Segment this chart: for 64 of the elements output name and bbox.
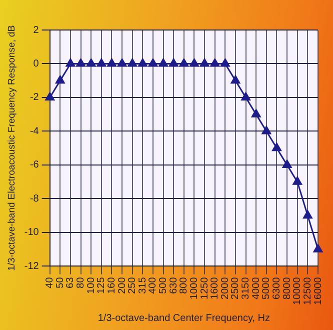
x-tick-label: 200 bbox=[116, 276, 128, 294]
x-tick-label: 800 bbox=[178, 276, 190, 294]
point bbox=[200, 58, 210, 67]
point bbox=[45, 92, 54, 100]
point bbox=[190, 58, 199, 67]
point bbox=[292, 176, 302, 185]
y-tick-label: 2 bbox=[33, 24, 40, 36]
x-tick-label: 6300 bbox=[271, 276, 282, 300]
y-tick-label: -6 bbox=[30, 160, 40, 171]
point bbox=[66, 58, 76, 67]
y-tick-label: -8 bbox=[30, 193, 40, 204]
y-tick-label: -4 bbox=[30, 126, 40, 137]
x-tick-label: 2500 bbox=[230, 276, 242, 300]
x-tick-label: 16000 bbox=[312, 276, 324, 306]
point bbox=[282, 160, 292, 168]
point bbox=[168, 58, 178, 67]
point bbox=[179, 58, 189, 67]
point bbox=[303, 210, 312, 219]
x-tick-label: 63 bbox=[65, 276, 76, 288]
x-tick-label: 315 bbox=[137, 276, 148, 294]
x-tick-label: 1600 bbox=[210, 276, 221, 300]
x-tick-label: 500 bbox=[158, 276, 170, 294]
point bbox=[96, 58, 106, 67]
point bbox=[220, 58, 230, 67]
y-tick-label: 0 bbox=[33, 58, 40, 70]
x-tick-label: 10000 bbox=[292, 276, 304, 306]
point bbox=[230, 75, 240, 84]
y-tick-label: -10 bbox=[24, 227, 40, 238]
point bbox=[76, 58, 86, 67]
point bbox=[158, 58, 168, 67]
x-tick-label: 630 bbox=[168, 276, 180, 294]
x-tick-label: 4000 bbox=[250, 276, 262, 300]
x-tick-label: 125 bbox=[96, 276, 108, 294]
x-tick-label: 40 bbox=[44, 276, 56, 288]
x-tick-label: 400 bbox=[148, 276, 159, 294]
y-axis-title: 1/3-octave-band Electroacoustic Frequency Response, dB bbox=[6, 25, 18, 271]
point bbox=[128, 58, 138, 67]
x-tick-label: 2000 bbox=[220, 276, 231, 300]
x-tick-label: 50 bbox=[54, 276, 66, 288]
x-tick-label: 1000 bbox=[188, 276, 200, 300]
point bbox=[272, 142, 282, 152]
x-tick-label: 1250 bbox=[199, 276, 210, 300]
y-tick-label: -12 bbox=[24, 260, 40, 272]
point bbox=[107, 58, 116, 67]
point bbox=[241, 92, 250, 100]
x-axis-title: 1/3-octave-band Center Frequency, Hz bbox=[98, 312, 270, 324]
point bbox=[86, 58, 96, 67]
point bbox=[56, 75, 65, 84]
x-tick-label: 12500 bbox=[302, 276, 314, 306]
point bbox=[117, 58, 127, 67]
x-tick-label: 100 bbox=[86, 276, 97, 294]
x-tick-label: 8000 bbox=[282, 276, 293, 300]
point bbox=[138, 58, 148, 67]
y-tick-label: -2 bbox=[30, 92, 40, 104]
point bbox=[262, 126, 272, 134]
x-tick-label: 250 bbox=[127, 276, 138, 294]
x-tick-label: 80 bbox=[76, 276, 87, 288]
point bbox=[251, 109, 261, 118]
point bbox=[210, 58, 220, 67]
x-tick-label: 5000 bbox=[261, 276, 272, 300]
x-tick-label: 3150 bbox=[240, 276, 252, 300]
x-tick-label: 160 bbox=[106, 276, 118, 294]
point bbox=[148, 58, 158, 67]
point bbox=[313, 244, 323, 252]
